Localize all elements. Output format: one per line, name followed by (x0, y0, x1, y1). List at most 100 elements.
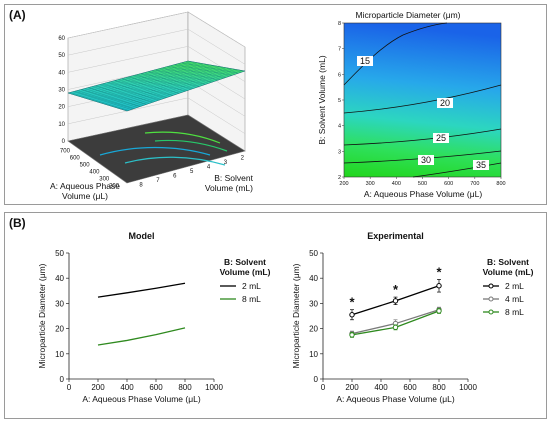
mesh-line (181, 62, 239, 74)
contour-line-20 (343, 84, 502, 114)
panel-a-label: (A) (9, 8, 26, 22)
contour-x-tick-label: 400 (392, 181, 401, 187)
x-tick-label: 1000 (205, 383, 223, 392)
mesh-line (120, 69, 239, 110)
contour-field (343, 22, 502, 178)
z-tick-label: 20 (58, 105, 65, 111)
data-point (436, 308, 442, 314)
panel-b-label: (B) (9, 216, 26, 230)
contour-y-ticks: 2 3 4 5 6 7 8 (338, 21, 344, 181)
contour-x-tick-label: 200 (339, 181, 348, 187)
contour-x-ticks: 200 300 400 500 600 700 800 (339, 177, 506, 187)
x-tick-label: 600 (403, 383, 417, 392)
legend-title-2: Volume (mL) (483, 267, 534, 277)
data-point (392, 324, 399, 331)
contour-level-label: 25 (436, 133, 446, 143)
series-line (97, 282, 186, 298)
x-tick-label: 400 (89, 170, 100, 176)
legend-label: 8 mL (505, 307, 524, 317)
y-tick-label: 10 (309, 350, 318, 359)
contour-level-box (437, 98, 453, 108)
contour-x-tick-label: 300 (366, 181, 375, 187)
data-point (436, 283, 442, 289)
contour-x-tick-label: 800 (496, 181, 505, 187)
mesh-line (117, 69, 236, 109)
wall-grid-line (67, 28, 189, 56)
wall-grid-line (187, 28, 246, 65)
y-tick-label: 20 (55, 325, 64, 334)
contour-level-label: 15 (360, 56, 370, 66)
x-tick-label: 600 (70, 156, 81, 162)
contour-line-15 (343, 22, 448, 86)
y-tick-label: 30 (55, 299, 64, 308)
legend-label: 2 mL (242, 281, 261, 291)
y-tick-label: 2 (241, 155, 245, 161)
z-tick-label: 30 (58, 88, 65, 94)
y-tick-label: 0 (314, 375, 319, 384)
mesh-line (126, 70, 246, 112)
x-tick-label: 1000 (459, 383, 477, 392)
legend-title-2: Volume (mL) (220, 267, 271, 277)
floor-contour-line (124, 156, 226, 166)
x-axis-label: A: Aqueous Phase Volume (μL) (336, 394, 454, 404)
contour-line-25 (343, 128, 502, 146)
contour-level-box (433, 133, 449, 143)
contour-y-tick-label: 5 (338, 98, 341, 104)
x-tick-label: 300 (99, 177, 110, 183)
x-tick-label: 700 (60, 149, 71, 155)
legend-label: 2 mL (505, 281, 524, 291)
y-tick-label: 0 (60, 375, 65, 384)
y-tick-label: 50 (55, 249, 64, 258)
floor-contour-line (144, 131, 221, 144)
contour-y-label: B: Solvent Volume (mL) (317, 55, 327, 144)
contour-level-labels: 15 20 25 30 35 (357, 56, 489, 170)
x-axis-label: A: Aqueous Phase Volume (μL) (82, 394, 200, 404)
contour-x-tick-label: 600 (444, 181, 453, 187)
y-tick-label: 10 (55, 350, 64, 359)
y-tick-label: 50 (309, 249, 318, 258)
surface-y-label: B: Solvent (214, 173, 253, 183)
y-tick-label: 7 (156, 178, 160, 184)
contour-level-label: 35 (476, 160, 486, 170)
y-tick-label: 3 (224, 160, 228, 166)
x-tick-label: 0 (321, 383, 326, 392)
x-tick-label: 200 (345, 383, 359, 392)
contour-level-box (357, 56, 373, 66)
wall-grid-line (187, 11, 246, 48)
data-point (392, 298, 399, 304)
surface-x-label-2: Volume (μL) (62, 191, 108, 201)
floor-contour (67, 114, 246, 184)
contour-x-tick-label: 700 (470, 181, 479, 187)
z-axis-ticks: 0 10 20 30 40 50 60 (58, 36, 65, 145)
data-point (349, 312, 355, 318)
z-tick-label: 50 (58, 53, 65, 59)
surface-mesh (67, 60, 246, 112)
contour-y-tick-label: 4 (338, 124, 341, 130)
wall-grid-line (67, 46, 189, 73)
x-tick-label: 200 (91, 383, 105, 392)
x-tick-label: 500 (80, 163, 91, 169)
experimental-chart: Experimental 0 10 20 30 40 50 0 200 400 600 800 1000… (291, 231, 534, 404)
chart-title: Model (129, 231, 155, 241)
floor-contour-line (154, 139, 228, 152)
contour-level-label: 30 (421, 155, 431, 165)
z-tick-label: 10 (58, 122, 65, 128)
legend-title: B: Solvent (224, 257, 266, 267)
legend-marker (488, 296, 494, 302)
mesh-line (174, 64, 232, 76)
y-tick-label: 6 (173, 174, 177, 180)
y-tick-label: 30 (309, 299, 318, 308)
y-axis-ticks: 8 7 6 5 4 3 2 (139, 155, 244, 188)
contour-level-box (473, 160, 489, 170)
wall-grid-line (67, 11, 189, 39)
legend-marker (488, 283, 494, 289)
contour-level-box (418, 155, 434, 165)
significance-star: * (349, 295, 355, 310)
wall-grid-line (187, 46, 246, 82)
contour-title: Microparticle Diameter (μm) (355, 10, 460, 20)
legend-label: 4 mL (505, 294, 524, 304)
